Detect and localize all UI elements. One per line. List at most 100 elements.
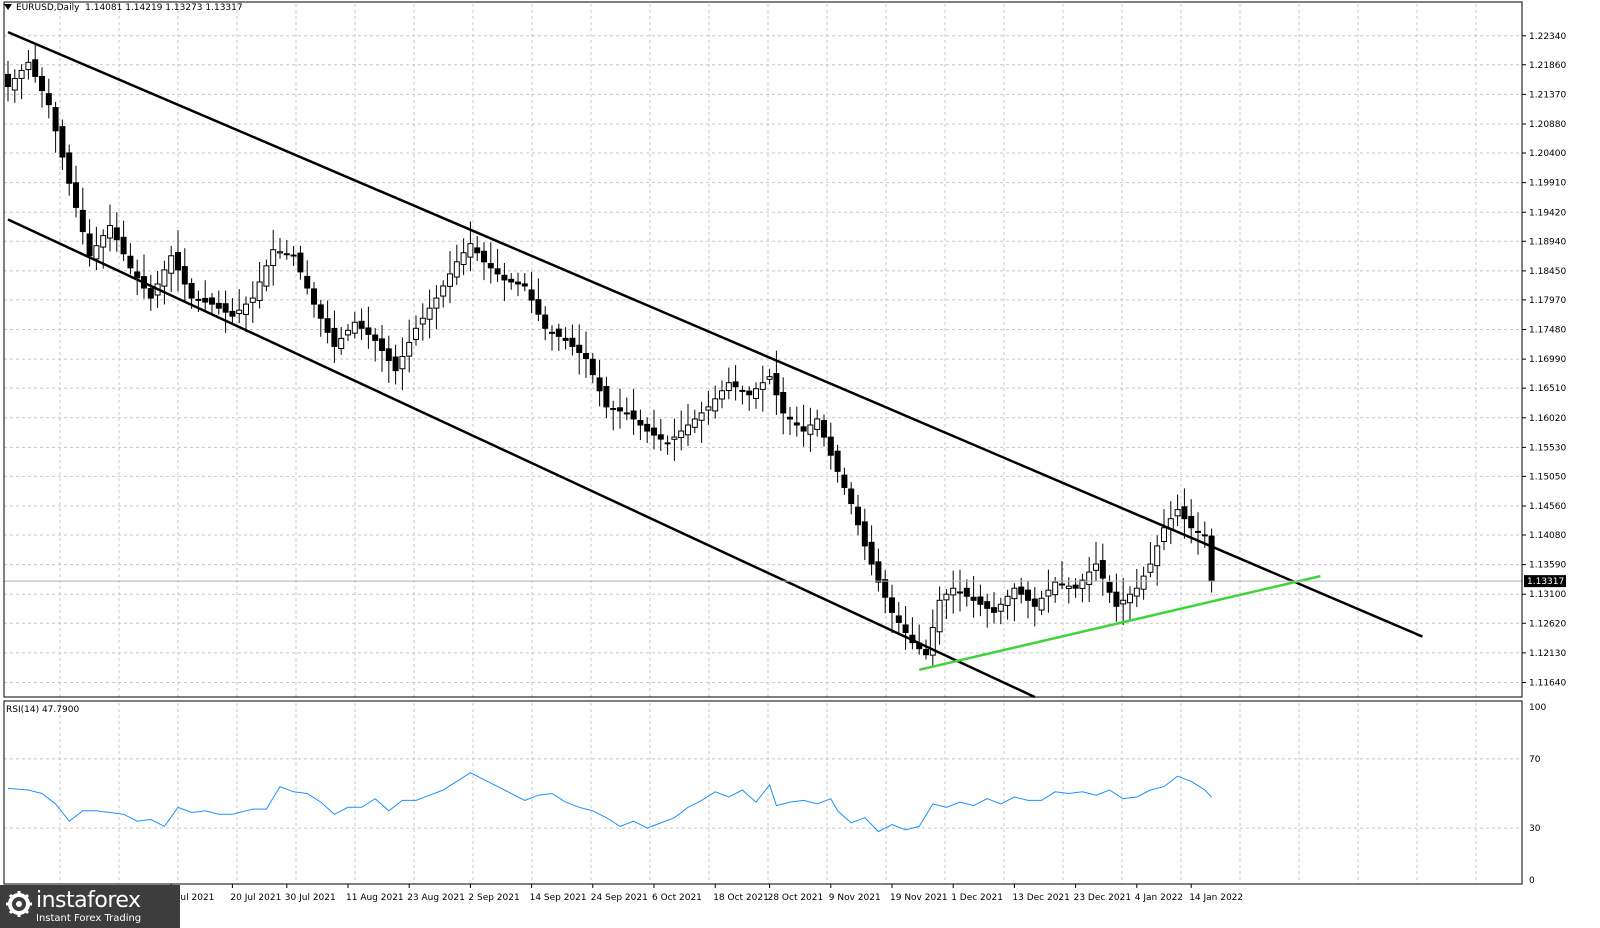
- bear-candle-body: [739, 389, 746, 392]
- bear-candle-body: [855, 506, 861, 526]
- bear-candle-body: [861, 521, 868, 547]
- price-tick-label: 1.20400: [1529, 149, 1566, 159]
- dropdown-triangle-icon[interactable]: [4, 4, 12, 10]
- bear-candle-body: [379, 338, 385, 351]
- date-tick-label: 2 Sep 2021: [468, 893, 519, 903]
- bull-candle-body: [447, 273, 453, 287]
- bear-candle-body: [1072, 584, 1079, 589]
- date-tick-label: 8 Jul 2021: [169, 893, 214, 903]
- rsi-panel-frame: [3, 700, 1523, 885]
- bull-candle-body: [950, 587, 957, 596]
- bear-candle-body: [596, 377, 603, 392]
- bear-candle-body: [875, 561, 882, 583]
- ohlc-values: 1.14081 1.14219 1.13273 1.13317: [85, 3, 243, 13]
- price-tick-label: 1.16510: [1529, 384, 1566, 394]
- bull-candle-body: [453, 261, 460, 278]
- bull-candle-body: [623, 412, 630, 415]
- bear-candle-body: [644, 423, 651, 432]
- bull-candle-body: [168, 255, 175, 274]
- bear-candle-body: [651, 427, 657, 436]
- bull-candle-body: [419, 317, 426, 325]
- bull-candle-body: [725, 382, 732, 392]
- bear-candle-body: [181, 266, 188, 285]
- bear-candle-body: [311, 288, 317, 305]
- gear-logo-icon: [6, 891, 32, 917]
- bull-candle-body: [698, 412, 705, 421]
- bull-candle-body: [440, 285, 447, 297]
- bear-candle-body: [528, 289, 535, 301]
- bull-candle-body: [1038, 597, 1045, 611]
- rsi-label: RSI(14) 47.7900: [6, 705, 80, 715]
- bear-candle-body: [1059, 583, 1065, 586]
- date-tick-label: 23 Dec 2021: [1074, 893, 1132, 903]
- bull-candle-body: [277, 251, 283, 254]
- bear-candle-body: [392, 356, 399, 372]
- bull-candle-body: [814, 418, 821, 430]
- date-tick-label: 24 Sep 2021: [591, 893, 648, 903]
- date-tick-label: 4 Jan 2022: [1135, 893, 1183, 903]
- bull-candle-body: [338, 337, 345, 350]
- bull-candle-body: [426, 307, 433, 320]
- bull-candle-body: [671, 436, 678, 440]
- bear-candle-body: [515, 281, 521, 285]
- bear-candle-body: [569, 337, 576, 347]
- bear-candle-body: [358, 320, 365, 329]
- price-tick-label: 1.12130: [1529, 649, 1566, 659]
- bear-candle-body: [1106, 582, 1113, 593]
- bull-candle-body: [1161, 527, 1167, 543]
- bull-candle-body: [943, 593, 950, 601]
- price-tick-label: 1.14560: [1529, 502, 1566, 512]
- rsi-tick-label: 30: [1529, 824, 1541, 834]
- bear-candle-body: [821, 420, 827, 438]
- bear-candle-body: [895, 615, 902, 623]
- bear-candle-body: [746, 390, 753, 396]
- bear-candle-body: [487, 263, 494, 269]
- bear-candle-body: [324, 318, 331, 333]
- bull-candle-body: [936, 599, 943, 633]
- date-tick-label: 23 Aug 2021: [407, 893, 465, 903]
- price-grid: [4, 4, 1522, 697]
- bull-candle-body: [1133, 587, 1140, 597]
- bear-candle-body: [79, 209, 86, 233]
- symbol-label: EURUSD,Daily: [16, 3, 80, 13]
- price-tick-label: 1.20880: [1529, 120, 1566, 130]
- rsi-tick-label: 0: [1529, 876, 1535, 886]
- price-tick-label: 1.17480: [1529, 326, 1566, 336]
- bear-candle-body: [385, 348, 392, 362]
- bear-candle-body: [610, 407, 617, 410]
- bull-candle-body: [1147, 563, 1154, 573]
- bull-candle-body: [1052, 581, 1059, 596]
- bear-candle-body: [773, 373, 780, 396]
- logo-tagline: Instant Forex Trading: [36, 913, 142, 924]
- bull-candle-body: [1127, 593, 1133, 604]
- date-tick-label: 14 Sep 2021: [530, 893, 587, 903]
- bull-candle-body: [460, 252, 467, 266]
- bear-candle-body: [923, 649, 929, 656]
- price-tick-label: 1.19910: [1529, 179, 1566, 189]
- bear-candle-body: [283, 253, 290, 256]
- bear-candle-body: [45, 93, 52, 106]
- bear-candle-body: [222, 303, 229, 313]
- price-tick-label: 1.15530: [1529, 443, 1566, 453]
- bear-candle-body: [481, 250, 487, 263]
- date-tick-label: 18 Oct 2021: [713, 893, 769, 903]
- rsi-tick-label: 70: [1529, 755, 1541, 765]
- bear-candle-body: [86, 233, 93, 257]
- bull-candle-body: [929, 626, 936, 656]
- price-tick-label: 1.22340: [1529, 32, 1566, 42]
- bear-candle-body: [562, 337, 569, 341]
- date-tick-label: 1 Dec 2021: [951, 893, 1003, 903]
- bear-candle-body: [474, 247, 481, 254]
- bull-candle-body: [236, 309, 243, 315]
- bear-candle-body: [868, 541, 875, 565]
- bear-candle-body: [215, 302, 222, 309]
- bear-candle-body: [134, 271, 141, 279]
- bull-candle-body: [759, 382, 766, 390]
- bear-candle-body: [147, 288, 154, 299]
- bear-candle-body: [1099, 560, 1106, 579]
- bull-candle-body: [766, 376, 773, 380]
- price-tick-label: 1.16990: [1529, 355, 1566, 365]
- bull-candle-body: [1011, 587, 1018, 600]
- bull-candle-body: [807, 424, 814, 435]
